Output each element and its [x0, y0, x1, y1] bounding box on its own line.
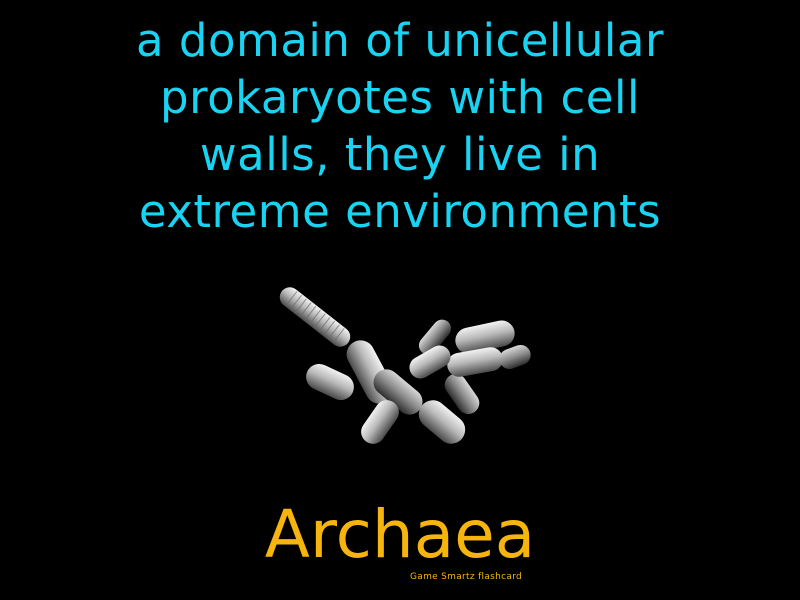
cell-rod-bottom [361, 400, 399, 444]
cell-rod-lower-left [306, 363, 354, 401]
archaea-cells-illustration [279, 287, 531, 444]
definition-line-2: prokaryotes with cell [160, 71, 640, 124]
cell-rod-bottom-middle [418, 400, 466, 444]
cell-rod-right-top [455, 320, 515, 354]
definition-line-4: extreme environments [138, 185, 662, 238]
definition-line-1: a domain of unicellular [136, 14, 664, 67]
cell-rod-segmented [279, 287, 351, 347]
definition-line-3: walls, they live in [199, 128, 601, 181]
cell-rod-rightmost [499, 344, 531, 370]
cell-rod-bottom-right [444, 373, 480, 415]
credit-label: Game Smartz flashcard [410, 572, 523, 582]
cell-rod-right-small [418, 319, 452, 355]
definition-text: a domain of unicellular prokaryotes with… [0, 12, 800, 240]
cell-rod-center-right [373, 369, 423, 415]
cell-rod-right-middle [447, 347, 503, 377]
term-title: Archaea [264, 496, 536, 573]
cell-rod-right-lower [409, 345, 451, 379]
archaea-microscope-image [270, 282, 540, 462]
